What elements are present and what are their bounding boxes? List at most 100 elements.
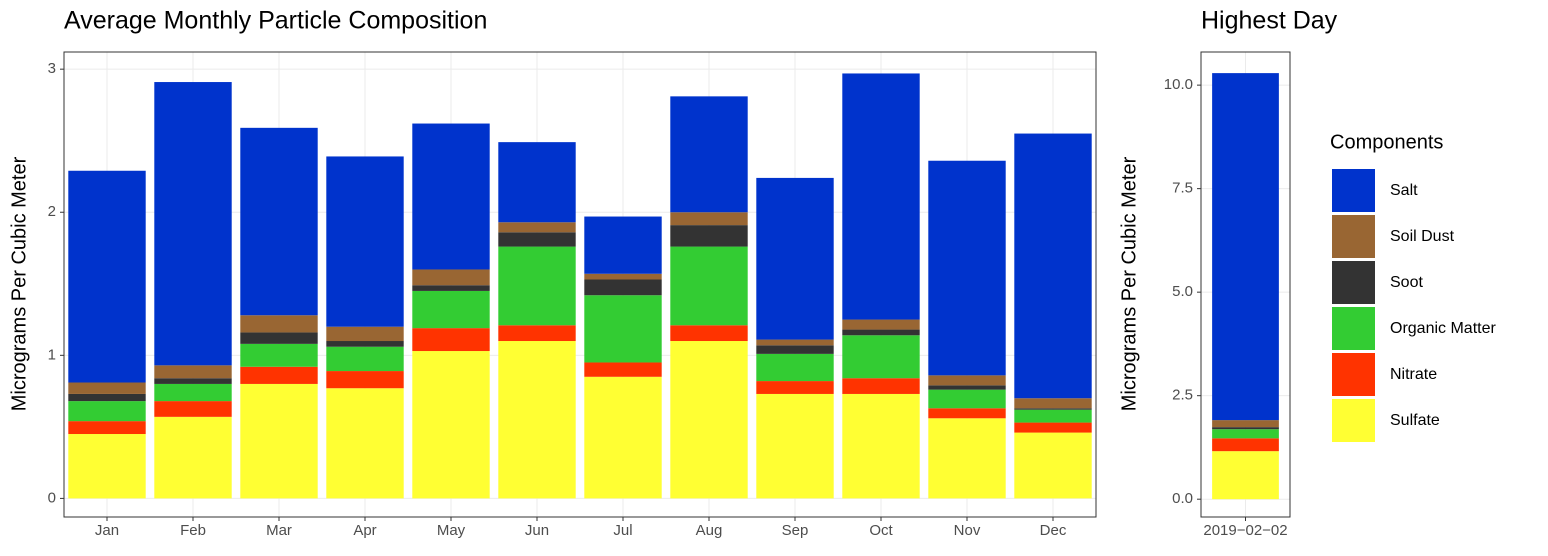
chart-title: Average Monthly Particle Composition [64, 7, 487, 35]
legend-key [1332, 353, 1375, 396]
legend-label: Soot [1390, 274, 1423, 291]
bar-segment [326, 156, 404, 327]
bar-segment [928, 160, 1006, 376]
x-tick-label: Jun [525, 522, 549, 539]
x-tick-label: Aug [696, 522, 723, 539]
legend-key [1332, 307, 1375, 350]
bar-segment [670, 225, 748, 247]
bar-segment [412, 351, 490, 499]
bar-segment [240, 332, 318, 344]
bar-segment [326, 371, 404, 389]
bar-segment [68, 401, 146, 422]
bar-segment [1212, 73, 1279, 421]
bar-segment [756, 353, 834, 382]
bar-segment [326, 388, 404, 499]
bar-segment [928, 408, 1006, 419]
bar-segment [326, 346, 404, 372]
y-tick-label: 10.0 [1164, 76, 1193, 93]
legend-key [1332, 399, 1375, 442]
bar-segment [154, 401, 232, 417]
bar-segment [1212, 427, 1279, 430]
bar-segment [670, 325, 748, 342]
x-tick-label: Jan [95, 522, 119, 539]
bar-segment [412, 269, 490, 286]
bar-segment [1014, 409, 1092, 423]
x-tick-label: May [437, 522, 466, 539]
bar-segment [240, 343, 318, 367]
bar-segment [928, 375, 1006, 386]
bar-segment [670, 246, 748, 326]
bar-segment [1212, 451, 1279, 500]
bar-segment [498, 325, 576, 342]
bar-segment [154, 383, 232, 402]
legend-key [1332, 169, 1375, 212]
bar-segment [584, 362, 662, 377]
bar-segment [412, 123, 490, 270]
bar-segment [68, 434, 146, 499]
legend-label: Soil Dust [1390, 228, 1455, 245]
bar-segment [842, 335, 920, 379]
bar-segment [412, 328, 490, 352]
legend-label: Salt [1390, 182, 1418, 199]
bar-segment [498, 222, 576, 233]
bar-segment [584, 295, 662, 363]
bar-segment [498, 341, 576, 499]
bar-segment [584, 376, 662, 499]
bar-segment [584, 216, 662, 274]
legend-title: Components [1330, 131, 1443, 153]
y-tick-label: 5.0 [1172, 283, 1193, 300]
x-tick-label: Jul [613, 522, 632, 539]
y-tick-label: 2 [48, 203, 56, 220]
bar-segment [842, 319, 920, 330]
bar-segment [1212, 429, 1279, 439]
x-tick-label: Feb [180, 522, 206, 539]
y-tick-label: 0 [48, 489, 56, 506]
legend-label: Sulfate [1390, 412, 1440, 429]
y-tick-label: 3 [48, 60, 56, 77]
bar-segment [412, 285, 490, 291]
legend-key [1332, 215, 1375, 258]
bar-segment [842, 393, 920, 499]
bar-segment [154, 416, 232, 499]
x-tick-label: Mar [266, 522, 292, 539]
bar-segment [842, 329, 920, 336]
bar-segment [412, 290, 490, 329]
bar-segment [1212, 420, 1279, 428]
y-tick-label: 7.5 [1172, 180, 1193, 197]
bar-segment [842, 378, 920, 394]
chart-title: Highest Day [1201, 7, 1338, 35]
bar-segment [756, 339, 834, 346]
bar-segment [756, 345, 834, 354]
bar-segment [1014, 432, 1092, 499]
legend-label: Nitrate [1390, 366, 1437, 383]
y-tick-label: 0.0 [1172, 490, 1193, 507]
bar-segment [1014, 422, 1092, 433]
legend-key [1332, 261, 1375, 304]
bar-segment [756, 177, 834, 340]
bar-segment [326, 341, 404, 347]
bar-segment [498, 246, 576, 326]
bar-segment [584, 273, 662, 280]
y-axis-title: Micrograms Per Cubic Meter [1118, 156, 1140, 411]
bar-segment [498, 142, 576, 223]
bar-segment [842, 73, 920, 320]
bar-segment [68, 170, 146, 383]
bar-segment [1014, 408, 1092, 410]
bar-segment [326, 326, 404, 342]
bar-segment [154, 82, 232, 366]
bar-segment [1212, 438, 1279, 452]
panel-border [63, 51, 1097, 518]
bar-segment [670, 212, 748, 226]
bar-segment [1014, 133, 1092, 399]
panel-border [1200, 51, 1291, 518]
y-axis-title: Micrograms Per Cubic Meter [8, 156, 30, 411]
bar-segment [756, 381, 834, 394]
y-tick-label: 2.5 [1172, 387, 1193, 404]
bar-segment [68, 393, 146, 402]
bar-segment [240, 315, 318, 333]
bar-segment [240, 383, 318, 499]
x-tick-label: Nov [954, 522, 981, 539]
bar-segment [68, 421, 146, 435]
bar-segment [928, 418, 1006, 499]
